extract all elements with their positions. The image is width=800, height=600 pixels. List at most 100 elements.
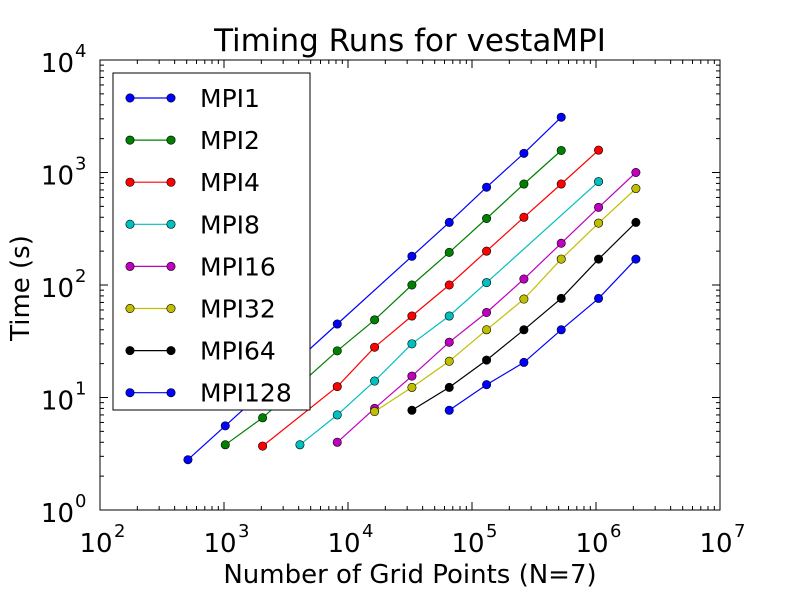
- data-point: [407, 311, 417, 321]
- data-point: [407, 382, 417, 392]
- data-point: [444, 337, 454, 347]
- data-point: [407, 280, 417, 290]
- legend-marker: [125, 93, 135, 103]
- x-tick-label: 10: [327, 529, 360, 559]
- legend-marker: [166, 135, 176, 145]
- legend-item: MPI16: [125, 252, 276, 281]
- data-point: [482, 278, 492, 288]
- legend-item: MPI2: [125, 126, 260, 155]
- data-point: [482, 214, 492, 224]
- legend-marker: [125, 177, 135, 187]
- data-point: [482, 380, 492, 390]
- legend-marker: [125, 135, 135, 145]
- data-point: [370, 407, 380, 417]
- data-point: [519, 294, 529, 304]
- y-tick-exponent: 2: [75, 266, 86, 287]
- legend-marker: [125, 261, 135, 271]
- legend-item: MPI64: [125, 337, 276, 366]
- legend-item: MPI4: [125, 168, 260, 197]
- series-mpi4: [258, 145, 604, 451]
- data-point: [556, 112, 566, 122]
- data-point: [631, 168, 641, 178]
- data-point: [444, 382, 454, 392]
- legend-label: MPI4: [200, 168, 260, 197]
- x-tick-label: 10: [575, 529, 608, 559]
- data-point: [482, 246, 492, 256]
- data-point: [407, 371, 417, 381]
- legend-box: [112, 72, 311, 411]
- axis-ticks: 10 2 10 3 10 4 10 5 10 6 10 710 010 110 210 310 4: [41, 41, 746, 559]
- data-point: [444, 405, 454, 415]
- data-point: [407, 405, 417, 415]
- data-point: [444, 280, 454, 290]
- data-point: [519, 357, 529, 367]
- data-point: [482, 355, 492, 365]
- x-tick-label: 10: [699, 529, 732, 559]
- data-point: [332, 437, 342, 447]
- data-point: [332, 410, 342, 420]
- series-line: [448, 258, 637, 411]
- y-tick-label: 10: [41, 387, 74, 417]
- data-point: [594, 202, 604, 212]
- data-point: [407, 339, 417, 349]
- data-point: [370, 376, 380, 386]
- y-tick-label: 10: [41, 49, 74, 79]
- data-point: [295, 440, 305, 450]
- x-tick-label: 10: [203, 529, 236, 559]
- data-point: [258, 413, 268, 423]
- legend-marker: [125, 346, 135, 356]
- x-axis-label: Number of Grid Points (N=7): [223, 560, 596, 590]
- data-point: [519, 325, 529, 335]
- legend-marker: [166, 261, 176, 271]
- y-tick-label: 10: [41, 162, 74, 192]
- data-point: [332, 346, 342, 356]
- data-point: [332, 382, 342, 392]
- legend-item: MPI128: [125, 379, 292, 408]
- y-axis-label: Time (s): [6, 235, 36, 342]
- legend-marker: [166, 303, 176, 313]
- data-point: [556, 145, 566, 155]
- y-tick-exponent: 4: [75, 41, 86, 62]
- legend-label: MPI1: [200, 84, 260, 113]
- data-point: [444, 311, 454, 321]
- data-point: [594, 293, 604, 303]
- x-tick-exponent: 3: [238, 521, 249, 542]
- data-point: [556, 325, 566, 335]
- data-point: [594, 254, 604, 264]
- y-tick-label: 10: [41, 499, 74, 529]
- y-tick-exponent: 1: [75, 379, 86, 400]
- data-point: [220, 421, 230, 431]
- legend-label: MPI64: [200, 337, 276, 366]
- data-point: [519, 274, 529, 284]
- series-mpi64: [407, 217, 641, 415]
- data-point: [594, 145, 604, 155]
- legend-marker: [166, 177, 176, 187]
- series-mpi16: [332, 168, 641, 447]
- y-tick-exponent: 3: [75, 154, 86, 175]
- data-point: [220, 440, 230, 450]
- legend-label: MPI32: [200, 295, 276, 324]
- legend-marker: [166, 346, 176, 356]
- data-point: [556, 238, 566, 248]
- legend-label: MPI8: [200, 210, 260, 239]
- data-point: [631, 184, 641, 194]
- x-tick-label: 10: [79, 529, 112, 559]
- data-point: [594, 177, 604, 187]
- legend-item: MPI8: [125, 210, 260, 239]
- data-point: [556, 293, 566, 303]
- data-point: [556, 179, 566, 189]
- x-tick-exponent: 6: [610, 521, 621, 542]
- y-tick-label: 10: [41, 274, 74, 304]
- legend-marker: [125, 219, 135, 229]
- data-point: [444, 356, 454, 366]
- legend-item: MPI1: [125, 84, 260, 113]
- data-point: [482, 325, 492, 335]
- data-point: [631, 254, 641, 264]
- data-point: [258, 441, 268, 451]
- series-line: [374, 188, 637, 413]
- legend-marker: [125, 303, 135, 313]
- data-point: [631, 217, 641, 227]
- data-point: [519, 148, 529, 158]
- x-tick-label: 10: [451, 529, 484, 559]
